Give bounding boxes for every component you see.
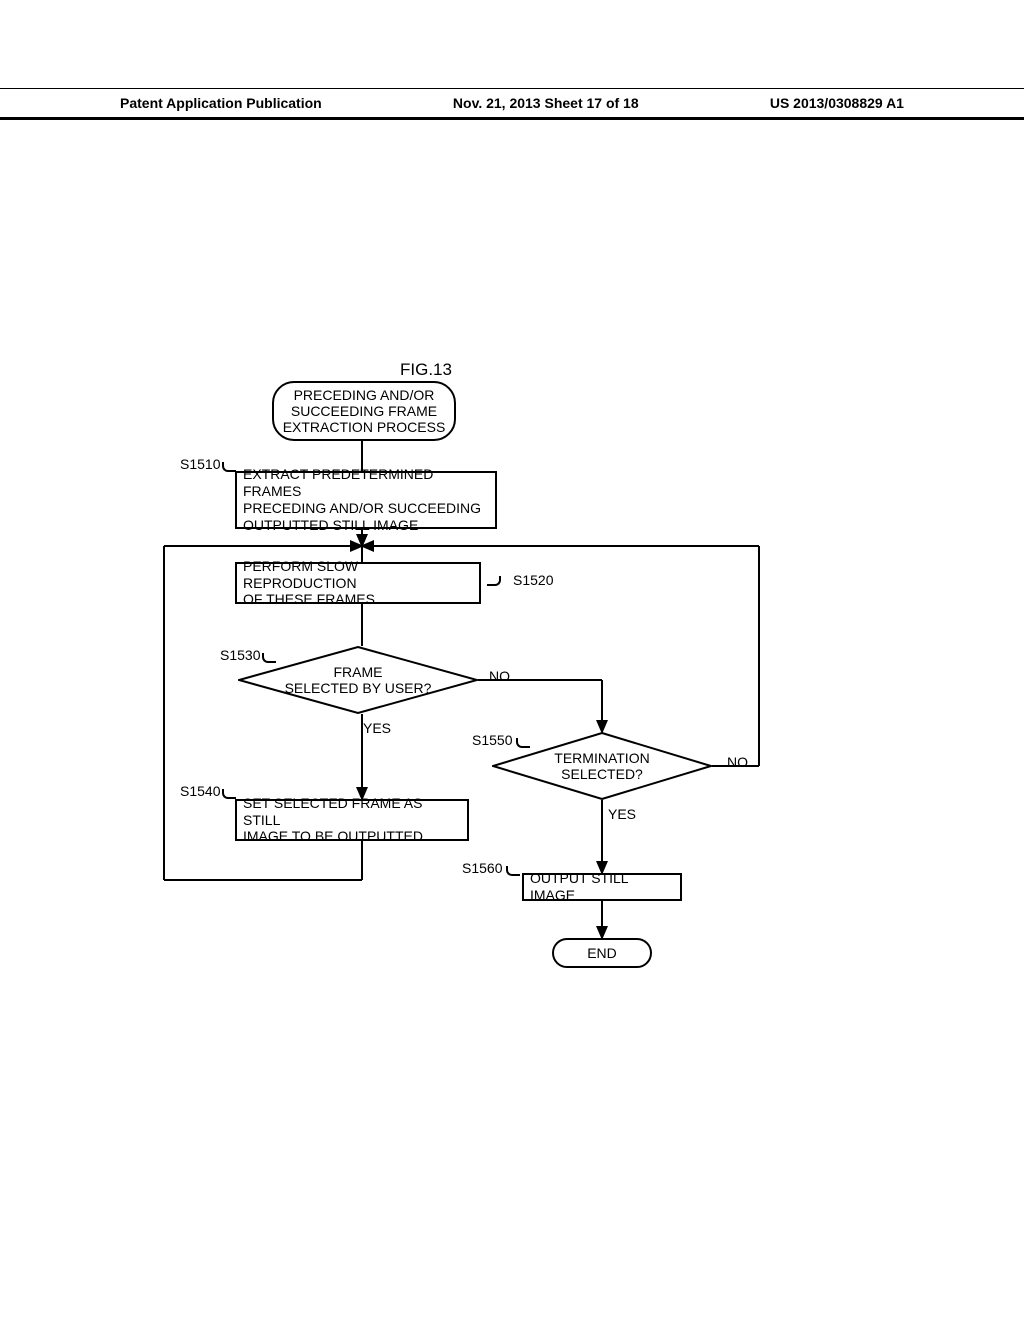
process-p1560: OUTPUT STILL IMAGE [522,873,682,901]
reference-hook-5 [506,866,520,876]
step-label-S1510: S1510 [180,456,220,472]
reference-hook-4 [516,738,530,748]
step-label-S1540: S1540 [180,783,220,799]
process-p1510: EXTRACT PREDETERMINED FRAMESPRECEDING AN… [235,471,497,529]
branch-label-0: NO [489,668,510,684]
terminal-start: PRECEDING AND/ORSUCCEEDING FRAMEEXTRACTI… [272,381,456,441]
reference-hook-3 [222,789,236,799]
process-p1520: PERFORM SLOW REPRODUCTIONOF THESE FRAMES [235,562,481,604]
process-p1540: SET SELECTED FRAME AS STILLIMAGE TO BE O… [235,799,469,841]
step-label-S1520: S1520 [513,572,553,588]
decision-text-d1550: TERMINATIONSELECTED? [502,750,702,782]
reference-hook-1 [487,576,501,586]
reference-hook-2 [262,653,276,663]
branch-label-2: NO [727,754,748,770]
branch-label-3: YES [608,806,636,822]
step-label-S1530: S1530 [220,647,260,663]
branch-label-1: YES [363,720,391,736]
step-label-S1560: S1560 [462,860,502,876]
flowchart-lines [0,0,1024,1320]
step-label-S1550: S1550 [472,732,512,748]
reference-hook-0 [222,462,236,472]
decision-text-d1530: FRAMESELECTED BY USER? [258,664,458,696]
figure-title: FIG.13 [400,360,452,380]
terminal-end: END [552,938,652,968]
